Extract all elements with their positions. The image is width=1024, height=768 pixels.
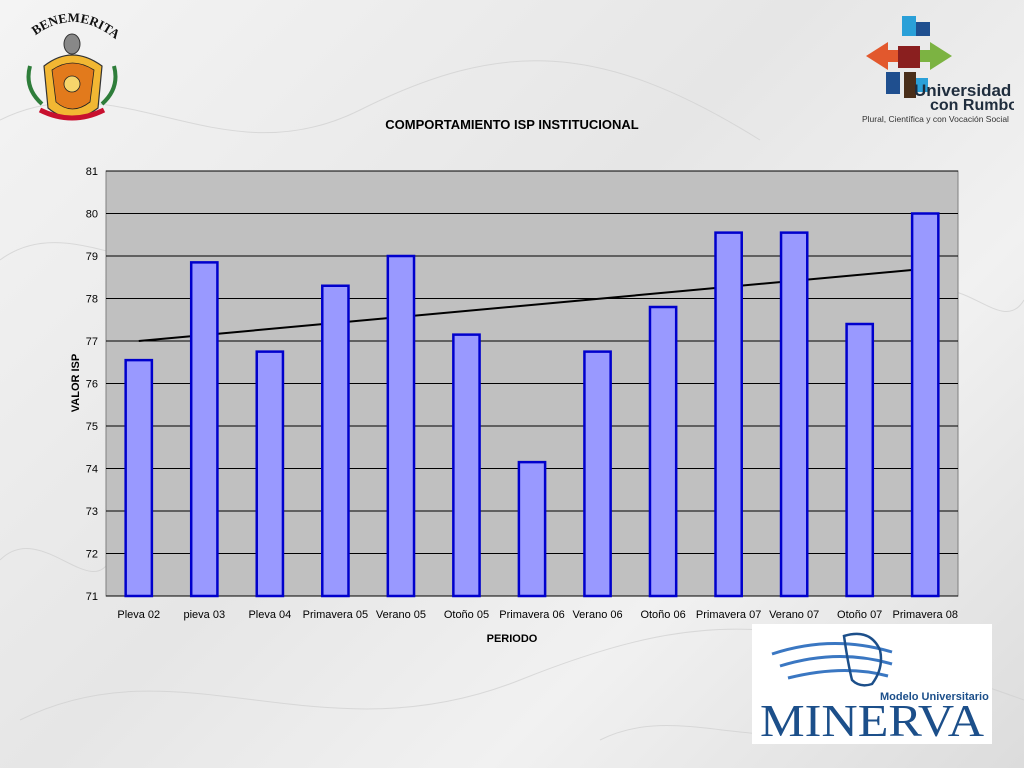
y-tick-label: 74 bbox=[86, 464, 98, 476]
bar bbox=[321, 284, 350, 598]
logo-rumbo-tagline: Plural, Científica y con Vocación Social bbox=[862, 114, 1009, 124]
minerva-logo: Modelo Universitario MINERVA bbox=[752, 624, 992, 744]
y-tick-label: 79 bbox=[86, 251, 98, 263]
y-tick-label: 75 bbox=[86, 421, 98, 433]
bar bbox=[648, 305, 678, 598]
logo-minerva-small: Modelo Universitario bbox=[880, 691, 989, 703]
x-axis-title: PERIODO bbox=[487, 633, 538, 645]
bar bbox=[386, 254, 416, 598]
bar bbox=[124, 358, 154, 598]
benemerita-logo: BENEMERITA bbox=[26, 10, 122, 121]
x-tick-label: Verano 06 bbox=[572, 609, 622, 621]
x-tick-label: Primavera 07 bbox=[696, 609, 761, 621]
y-tick-label: 81 bbox=[86, 166, 98, 178]
bar bbox=[779, 231, 809, 598]
x-tick-label: pieva 03 bbox=[184, 609, 226, 621]
x-tick-label: Pleva 02 bbox=[117, 609, 160, 621]
universidad-con-rumbo-logo: Universidad con Rumbo Plural, Científica… bbox=[862, 16, 1014, 124]
y-tick-label: 76 bbox=[86, 379, 98, 391]
bar bbox=[910, 212, 940, 598]
x-tick-label: Otoño 07 bbox=[837, 609, 882, 621]
x-tick-label: Verano 05 bbox=[376, 609, 426, 621]
logo-minerva-big: MINERVA bbox=[760, 695, 984, 744]
y-tick-label: 80 bbox=[86, 209, 98, 221]
y-tick-label: 71 bbox=[86, 591, 98, 603]
bar bbox=[189, 261, 219, 598]
x-tick-label: Primavera 06 bbox=[499, 609, 564, 621]
bar bbox=[583, 350, 612, 598]
bars bbox=[124, 212, 940, 598]
y-tick-labels: 71 72 73 74 75 76 77 78 79 80 81 bbox=[86, 166, 98, 603]
bar bbox=[845, 322, 875, 598]
y-tick-label: 72 bbox=[86, 549, 98, 561]
bar bbox=[517, 460, 547, 598]
logo-rumbo-line1: Universidad bbox=[914, 81, 1011, 100]
y-axis-title: VALOR ISP bbox=[70, 354, 82, 412]
chart-title: COMPORTAMIENTO ISP INSTITUCIONAL bbox=[385, 117, 639, 132]
y-tick-label: 73 bbox=[86, 506, 98, 518]
x-tick-label: Primavera 05 bbox=[303, 609, 368, 621]
x-tick-label: Verano 07 bbox=[769, 609, 819, 621]
x-tick-labels: Pleva 02 pieva 03 Pleva 04 Primavera 05 Vera… bbox=[117, 609, 958, 621]
x-tick-label: Otoño 06 bbox=[640, 609, 685, 621]
y-tick-label: 77 bbox=[86, 336, 98, 348]
x-tick-label: Otoño 05 bbox=[444, 609, 489, 621]
bar bbox=[452, 333, 481, 598]
logo-rumbo-line2: con Rumbo bbox=[930, 97, 1014, 114]
bar bbox=[714, 231, 743, 598]
x-tick-label: Pleva 04 bbox=[248, 609, 291, 621]
bar bbox=[255, 350, 285, 598]
x-tick-label: Primavera 08 bbox=[893, 609, 958, 621]
y-tick-label: 78 bbox=[86, 294, 98, 306]
